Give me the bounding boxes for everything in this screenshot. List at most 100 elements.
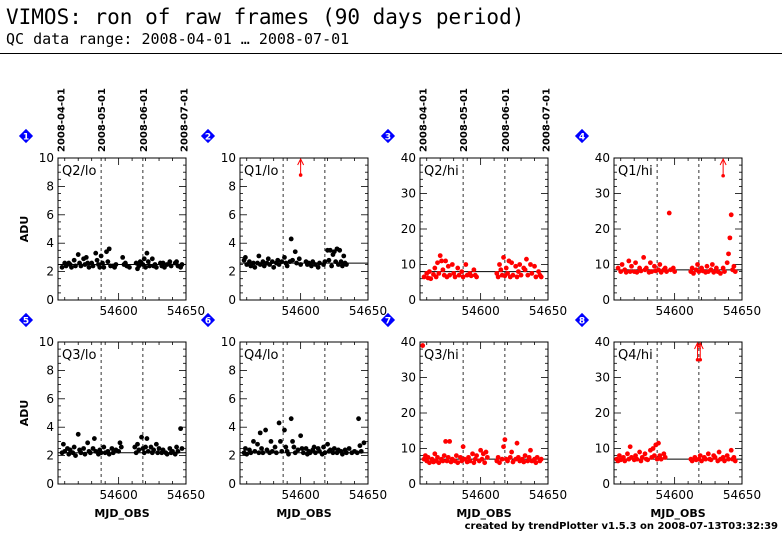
- data-point: [71, 444, 77, 450]
- data-point: [315, 264, 321, 270]
- y-tick-label: 4: [228, 236, 236, 250]
- data-point: [98, 450, 104, 456]
- data-point: [514, 440, 520, 446]
- x-axis-label: MJD_OBS: [94, 507, 149, 520]
- y-tick-label: 10: [221, 151, 236, 165]
- x-tick-label: 54650: [723, 488, 761, 502]
- data-point: [731, 263, 737, 269]
- data-point: [85, 440, 91, 446]
- y-axis-label: ADU: [18, 216, 31, 243]
- data-point: [732, 458, 738, 464]
- date-tick-label: 2008-04-01: [57, 88, 68, 152]
- data-point: [518, 272, 524, 278]
- data-point: [252, 448, 258, 454]
- data-point: [294, 260, 299, 266]
- data-point: [290, 439, 295, 444]
- outlier-point: [695, 357, 700, 362]
- outlier-arrowhead: [297, 157, 305, 166]
- y-tick-label: 2: [228, 265, 236, 279]
- data-point: [151, 447, 157, 453]
- data-point: [728, 447, 734, 453]
- y-tick-label: 10: [39, 335, 54, 349]
- data-point: [97, 264, 103, 270]
- data-point: [326, 257, 332, 263]
- data-point: [708, 457, 714, 463]
- data-point: [78, 450, 84, 456]
- data-point: [456, 272, 462, 278]
- data-point: [517, 262, 523, 267]
- y-tick-label: 20: [401, 222, 416, 236]
- panel-label: Q1/lo: [244, 164, 278, 179]
- data-point: [117, 440, 123, 446]
- panel-label: Q1/hi: [618, 164, 653, 179]
- data-point: [357, 443, 363, 449]
- data-point: [69, 264, 74, 270]
- data-point: [105, 259, 111, 265]
- data-point: [244, 451, 250, 457]
- data-point: [425, 454, 431, 460]
- data-point: [242, 446, 248, 451]
- date-tick-label: 2008-05-01: [97, 88, 108, 152]
- date-tick-label: 2008-05-01: [459, 88, 470, 152]
- data-point: [78, 263, 84, 269]
- y-tick-label: 0: [228, 293, 236, 307]
- data-point: [436, 270, 442, 276]
- data-point: [427, 269, 432, 274]
- data-point: [439, 258, 444, 264]
- data-point: [298, 262, 304, 267]
- y-tick-label: 0: [408, 293, 416, 307]
- data-point: [251, 260, 256, 266]
- data-point: [459, 269, 465, 274]
- data-point: [505, 458, 510, 464]
- panel-badge-icon: [380, 312, 396, 328]
- data-point: [168, 263, 174, 269]
- data-point: [290, 257, 295, 263]
- data-point: [421, 274, 427, 280]
- data-point: [87, 450, 93, 456]
- data-point: [344, 262, 349, 267]
- data-point: [100, 260, 105, 266]
- data-point: [703, 456, 709, 462]
- y-tick-label: 4: [46, 420, 54, 434]
- data-point: [322, 450, 328, 456]
- data-point: [127, 264, 132, 270]
- panel-badge-number: 8: [579, 317, 585, 327]
- date-tick-label: 2008-04-01: [419, 88, 430, 152]
- data-point: [282, 427, 287, 433]
- data-point: [272, 444, 278, 450]
- y-tick-label: 0: [602, 293, 610, 307]
- data-point: [340, 451, 345, 457]
- data-point: [478, 447, 484, 453]
- panel-badge-icon: [380, 128, 396, 144]
- data-point: [641, 255, 647, 260]
- data-point: [629, 263, 634, 269]
- data-point: [642, 451, 648, 457]
- data-point: [538, 456, 544, 462]
- data-point: [330, 450, 336, 456]
- y-tick-label: 0: [602, 477, 610, 491]
- data-point: [86, 264, 92, 270]
- data-point: [468, 273, 474, 279]
- y-tick-label: 4: [46, 236, 54, 250]
- y-tick-label: 10: [39, 151, 54, 165]
- data-point: [263, 427, 268, 433]
- data-point: [268, 439, 274, 444]
- data-point: [269, 448, 275, 454]
- data-point: [329, 263, 335, 269]
- data-point: [428, 276, 434, 282]
- plot-frame: [239, 157, 369, 301]
- data-point: [256, 253, 262, 259]
- panel-badge-number: 4: [579, 133, 585, 143]
- panel-badge-icon: [18, 312, 34, 328]
- y-tick-label: 40: [595, 151, 610, 165]
- panel-label: Q4/hi: [618, 348, 653, 363]
- data-point: [440, 458, 446, 464]
- plot-frame: [239, 341, 369, 485]
- y-tick-label: 40: [401, 335, 416, 349]
- data-point: [251, 439, 256, 444]
- data-point: [712, 454, 718, 460]
- data-point: [528, 447, 533, 453]
- data-point: [66, 451, 72, 457]
- data-point: [726, 251, 731, 257]
- data-point: [295, 447, 301, 453]
